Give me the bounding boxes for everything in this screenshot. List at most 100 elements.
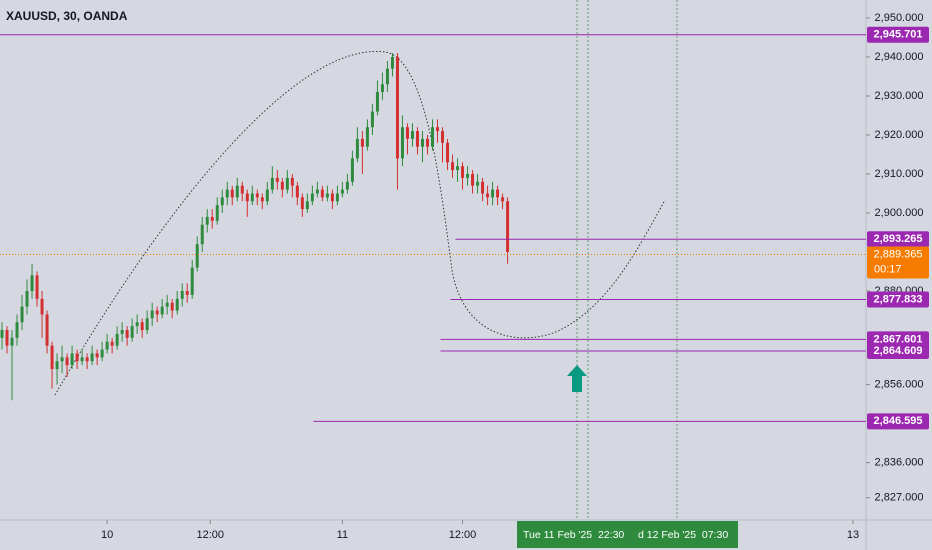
candle-body: [30, 275, 34, 292]
candle-body: [461, 166, 465, 178]
candle-body: [25, 291, 29, 307]
candle-body: [305, 201, 309, 210]
candle-body: [350, 158, 354, 182]
countdown-label: 00:17: [874, 263, 902, 275]
candle-body: [476, 181, 480, 186]
candle-body: [425, 138, 429, 147]
candle-body: [400, 127, 404, 159]
candle-body: [150, 310, 154, 319]
candle-body: [120, 330, 124, 334]
candle-body: [270, 177, 274, 190]
candle-body: [456, 166, 460, 171]
candle-body: [441, 131, 445, 143]
candle-body: [320, 189, 324, 198]
y-tick-label: 2,910.000: [875, 168, 924, 180]
candle-body: [405, 127, 409, 139]
candle-body: [105, 341, 109, 350]
candle-body: [210, 216, 214, 221]
candle-body: [365, 127, 369, 147]
candle-body: [325, 193, 329, 198]
x-tick-label: 12:00: [449, 529, 477, 541]
x-tick-label: 13: [847, 529, 859, 541]
candle-body: [185, 291, 189, 295]
crosshair-label: Tue 11 Feb '25 22:30: [523, 529, 624, 541]
y-tick-label: 2,836.000: [875, 457, 924, 469]
projection-curve: [54, 51, 666, 396]
candle-body: [300, 197, 304, 210]
level-label: 2,945.701: [874, 29, 923, 41]
candle-body: [501, 197, 505, 202]
candle-body: [315, 189, 319, 194]
candle-body: [145, 318, 149, 331]
level-label: 2,864.609: [874, 345, 923, 357]
candle-body: [55, 361, 59, 370]
candle-body: [60, 357, 64, 362]
candle-body: [80, 357, 84, 362]
candle-body: [235, 185, 239, 198]
level-label: 2,877.833: [874, 293, 923, 305]
candle-body: [140, 322, 144, 331]
candle-body: [395, 56, 399, 159]
candle-body: [436, 127, 440, 132]
candle-body: [491, 189, 495, 198]
candle-body: [170, 302, 174, 311]
candle-body: [496, 189, 500, 198]
candle-body: [245, 193, 249, 202]
candle-body: [100, 349, 104, 358]
candle-body: [330, 193, 334, 202]
level-label: 2,893.265: [874, 233, 923, 245]
candle-body: [135, 322, 139, 327]
level-label-box: [867, 291, 929, 308]
level-label-box: [867, 343, 929, 360]
candle-body: [110, 341, 114, 346]
level-label: 2,867.601: [874, 333, 923, 345]
x-tick-label: 10: [101, 529, 113, 541]
candle-body: [65, 357, 69, 366]
candle-body: [506, 201, 510, 253]
x-tick-label: 12:00: [196, 529, 224, 541]
candle-body: [335, 193, 339, 202]
candle-body: [175, 298, 179, 311]
candle-body: [370, 111, 374, 128]
candle-body: [45, 314, 49, 346]
candle-body: [390, 56, 394, 69]
y-tick-label: 2,930.000: [875, 90, 924, 102]
candle-body: [155, 310, 159, 315]
candle-body: [410, 131, 414, 139]
candle-body: [380, 84, 384, 93]
crosshair-lines: [576, 0, 678, 520]
candle-body: [90, 353, 94, 362]
candle-body: [280, 181, 284, 190]
candle-body: [265, 189, 269, 202]
candle-body: [20, 306, 24, 323]
candle-body: [50, 345, 54, 370]
level-label-box: [867, 231, 929, 248]
candle-body: [205, 216, 209, 225]
candle-body: [15, 322, 19, 338]
candle-body: [165, 302, 169, 307]
candle-body: [486, 193, 490, 198]
candle-body: [40, 298, 44, 315]
candle-body: [471, 173, 475, 186]
candle-body: [375, 92, 379, 112]
crosshair-label: d 12 Feb '25 07:30: [638, 529, 728, 541]
level-label: 2,846.595: [874, 415, 923, 427]
y-tick-label: 2,920.000: [875, 129, 924, 141]
candle-body: [195, 244, 199, 268]
y-tick-label: 2,940.000: [875, 51, 924, 63]
y-tick-label: 2,856.000: [875, 379, 924, 391]
candle-body: [430, 127, 434, 147]
candle-body: [180, 291, 184, 299]
candle-body: [240, 185, 244, 194]
candle-body: [70, 353, 74, 366]
candle-body: [85, 357, 89, 362]
y-tick-label: 2,900.000: [875, 207, 924, 219]
current-price-label: 2,889.365: [874, 248, 923, 260]
candle-body: [340, 189, 344, 194]
candle-body: [10, 337, 14, 346]
candle-body: [230, 189, 234, 198]
x-tick-label: 11: [337, 529, 348, 541]
current-price-box: [867, 246, 929, 279]
